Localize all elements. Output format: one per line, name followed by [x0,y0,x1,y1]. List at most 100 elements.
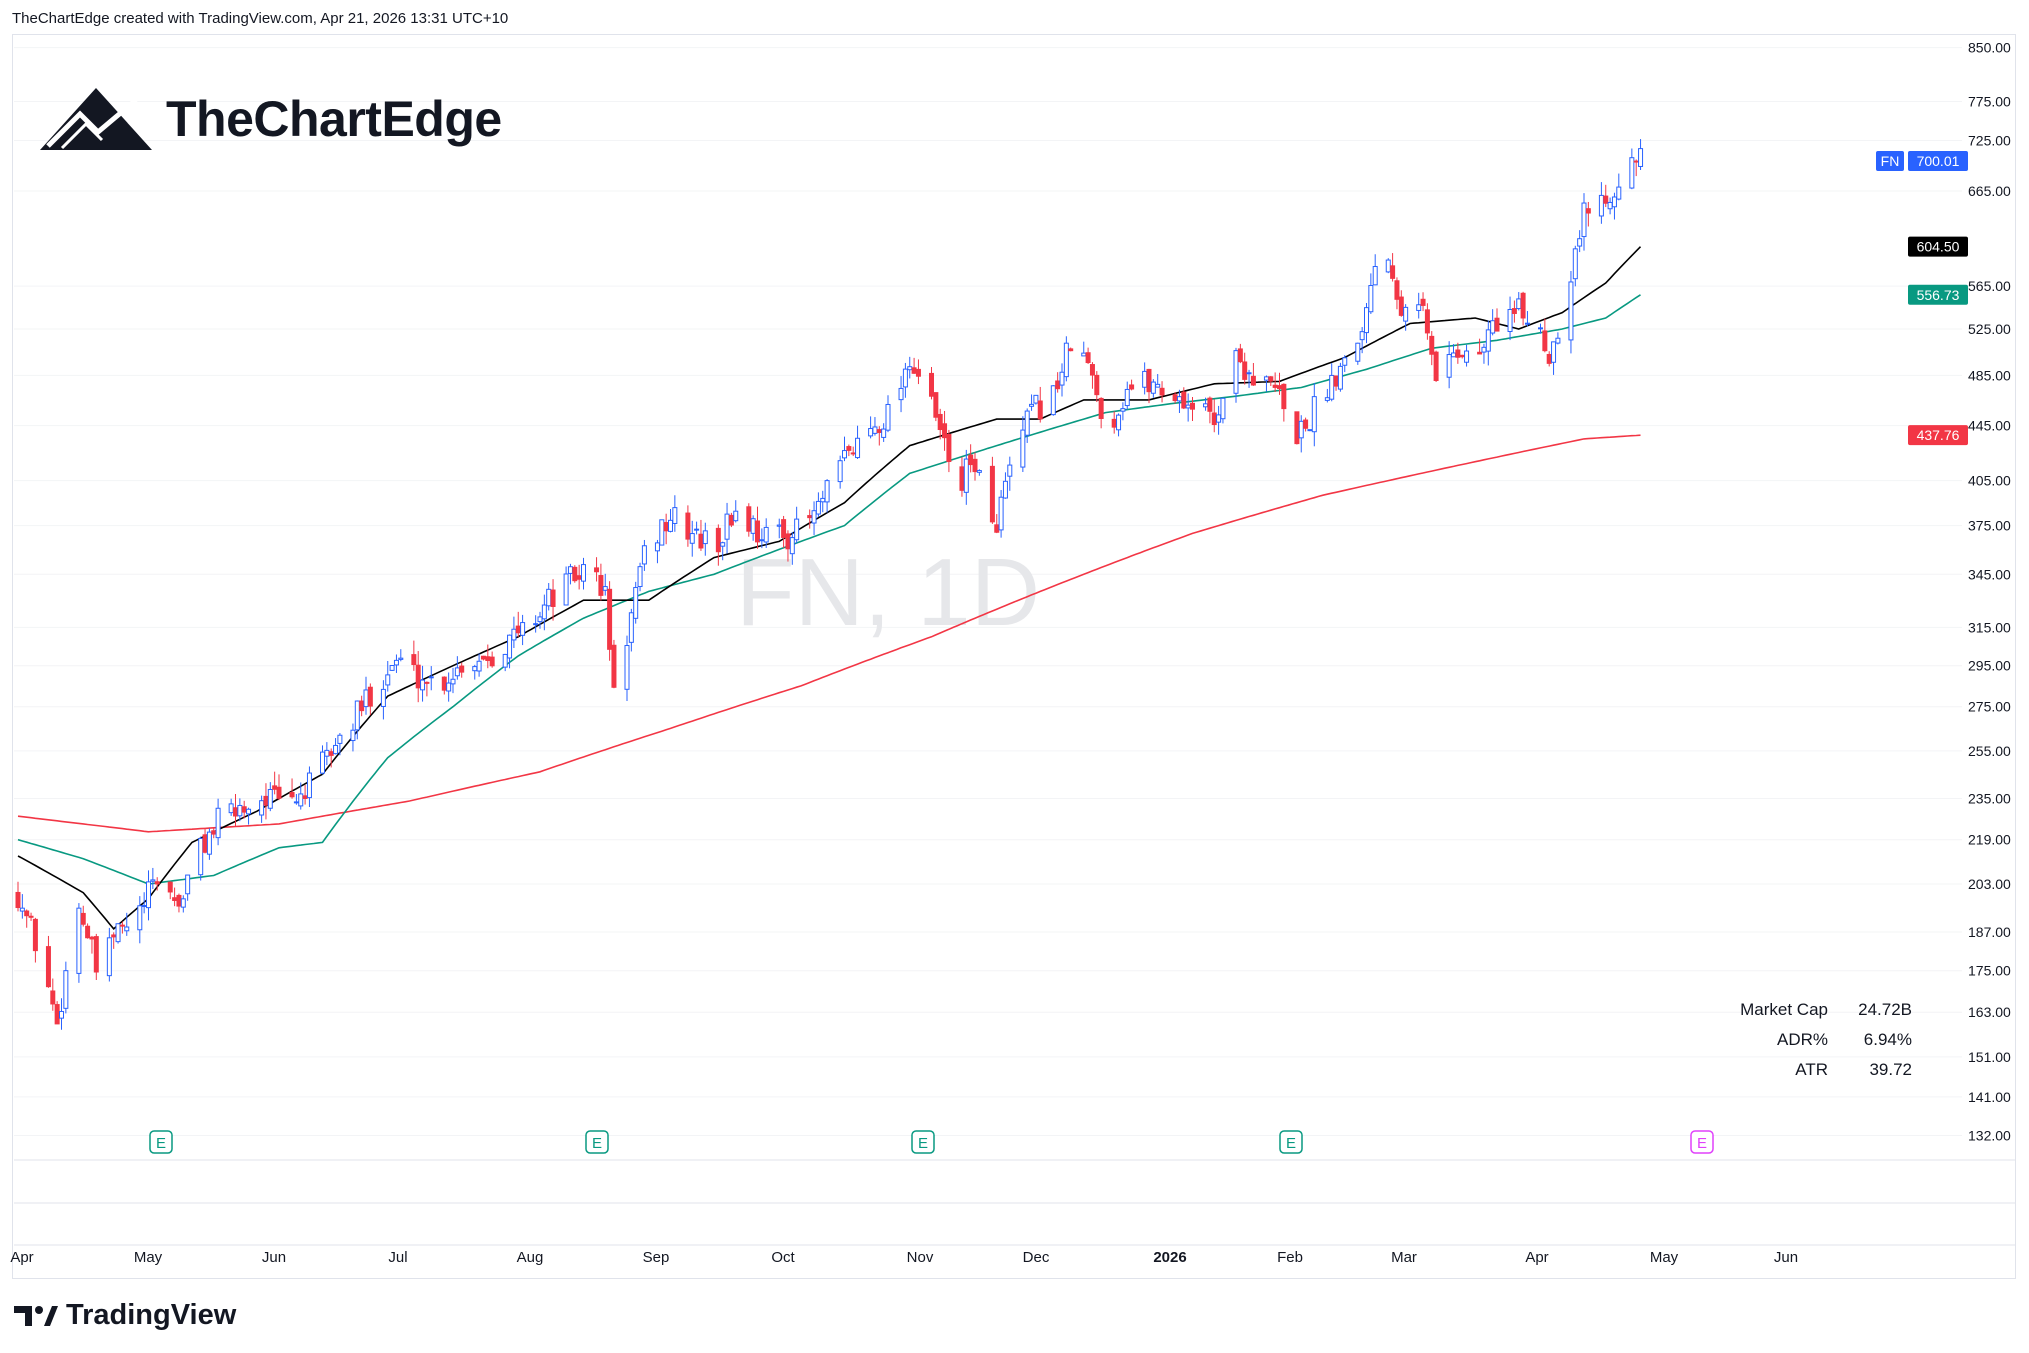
earnings-marker-label: E [1697,1135,1707,1152]
symbol-badge [1876,150,1904,171]
candle-body [881,428,887,438]
candle-body [415,664,421,689]
time-axis: Apr May Jun Jul Aug Sep Oct Nov Dec 2026 Feb Mar Apr… [10,1249,1798,1266]
candle-body [1429,335,1435,355]
candle-body [106,937,112,977]
candle-body [1216,414,1222,423]
y-tick-label: 850.00 [1968,40,2011,56]
candle-body [198,837,204,876]
candle-body [911,367,917,374]
y-tick-label: 445.00 [1968,418,2011,434]
brand-logo: TheChartEdge [40,88,502,150]
candle-body [929,372,934,397]
candle-body [855,437,861,459]
stat-value: 6.94% [1863,1030,1912,1049]
chart-frame[interactable] [12,34,2016,1279]
candle-body [172,897,178,901]
stat-value: 24.72B [1858,1000,1912,1019]
candle-body [1520,292,1526,319]
candle-body [1603,195,1609,204]
price-badge [1908,425,1968,446]
earnings-marker-label: E [592,1135,602,1152]
y-tick-label: 485.00 [1968,367,2011,383]
candle-body [520,622,526,636]
candle-body [1142,370,1148,388]
candle-body [446,682,452,692]
candle-body [80,912,86,925]
y-tick-label: 163.00 [1968,1004,2011,1020]
candle-body [807,515,813,519]
candle-body [581,564,586,582]
stat-label: Market Cap [1740,1000,1828,1019]
y-tick-label: 725.00 [1968,132,2011,148]
tradingview-brand[interactable]: TradingView [14,1299,236,1332]
candle-body [1246,372,1252,375]
candle-body [237,804,243,817]
candle-body [824,480,830,503]
candle-body [1333,375,1339,387]
x-tick-label: Feb [1277,1249,1303,1266]
candle-body [563,573,569,606]
candle-body [293,801,299,804]
candle-body [1455,349,1461,358]
stats-table: Market Cap 24.72B ADR% 6.94% ATR 39.72 [1728,995,1912,1085]
candle-body [1394,280,1400,300]
candle-body [1085,352,1091,364]
candle-body [1577,238,1583,247]
price-badge [1908,236,1968,257]
candle-body [915,368,921,377]
candle-body [1089,364,1095,376]
candle-body [1094,374,1100,396]
candle-body [1220,397,1226,420]
candle-body [367,686,373,707]
candle-body [359,700,365,712]
candle-body [672,507,678,524]
candle-body [324,749,330,757]
x-tick-label: Sep [643,1249,670,1266]
candle-body [1616,186,1622,200]
candle-body [180,898,186,908]
candle-body [1211,412,1217,426]
candle-body [715,527,721,553]
candle-body [1364,307,1369,334]
candle-body [663,522,669,532]
candle-body [202,834,208,853]
candle-body [602,586,608,591]
x-tick-label: Jun [1774,1249,1798,1266]
candle-body [659,519,665,546]
candle-body [1446,354,1452,378]
candle-body [389,664,395,671]
stat-label: ADR% [1776,1030,1828,1049]
candle-body [411,654,417,666]
candle-body [1424,309,1430,334]
candle-body [1490,320,1496,334]
candle-body [507,634,513,659]
candle-body [837,460,843,483]
candle-body [124,926,130,932]
x-tick-label: Jun [262,1249,286,1266]
candle-body [1307,429,1313,432]
candle-body [141,905,147,908]
candle-body [668,519,673,532]
candle-body [733,510,739,522]
candle-body [550,589,556,607]
y-tick-label: 345.00 [1968,566,2011,582]
candle-body [1181,391,1187,409]
candle-body [946,434,952,463]
candle-body [228,803,234,814]
candle-body [1494,317,1500,332]
candle-body [763,526,769,543]
candle-body [1250,375,1256,386]
candle-body [1385,259,1391,273]
price-badge [1908,150,1968,171]
candle-body [511,628,517,641]
candle-body [1155,383,1161,388]
y-tick-label: 151.00 [1968,1049,2011,1065]
candle-body [15,891,21,909]
candle-body [1124,388,1130,407]
candle-body [537,616,543,623]
candle-body [1633,160,1639,163]
x-tick-label: Dec [1023,1249,1050,1266]
y-tick-label: 175.00 [1968,963,2011,979]
